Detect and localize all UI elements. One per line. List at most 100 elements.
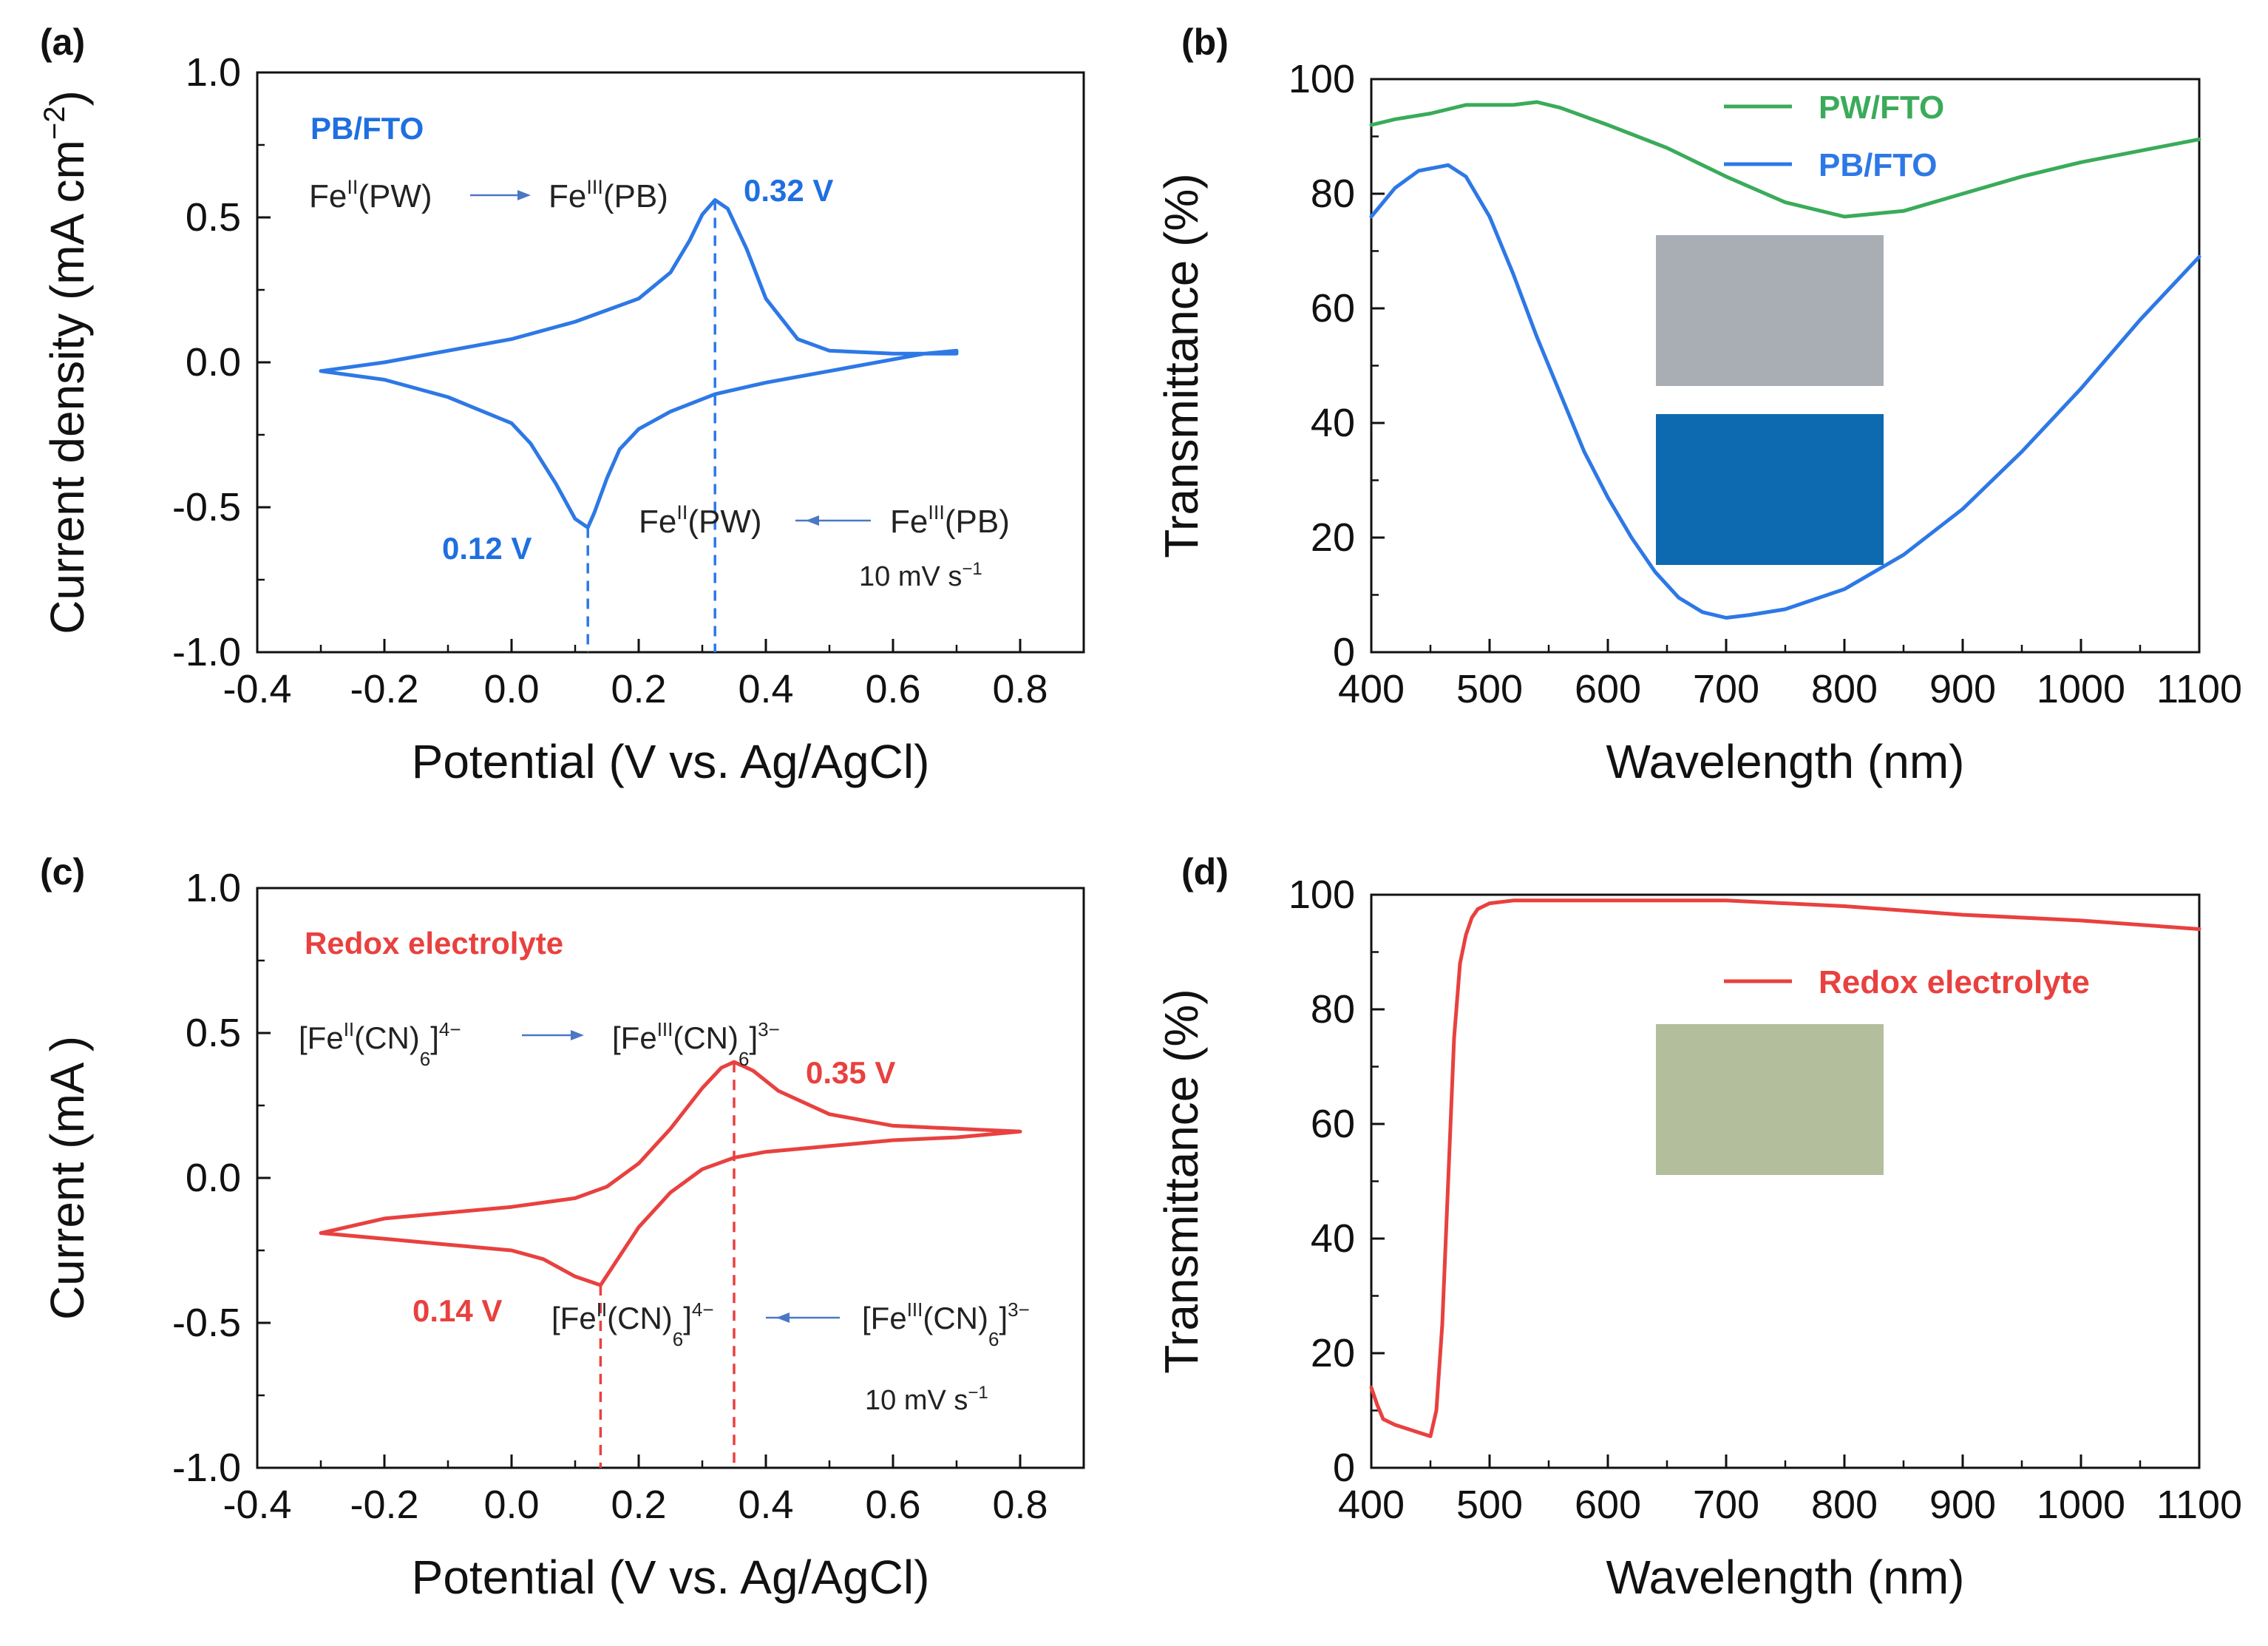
- y-tick-label: 0: [1333, 630, 1355, 674]
- x-tick-label: 0.6: [865, 1483, 920, 1527]
- y-tick-label: 40: [1311, 1216, 1355, 1261]
- x-tick-label: 700: [1693, 667, 1759, 711]
- series-line: [1369, 163, 2201, 620]
- panel-label: (a): [40, 21, 85, 63]
- annotation-reduction-to: [FeII(CN)6]4−: [551, 1298, 714, 1350]
- y-tick-label: -1.0: [172, 1446, 241, 1490]
- annotation-peak-red: 0.12 V: [442, 531, 532, 566]
- panel-b: (b) 400 500 600 700 800 900 1000 1100 0 20 40 60 80 10…: [1155, 21, 2242, 788]
- y-tick-label: 80: [1311, 987, 1355, 1032]
- arrow-head: [776, 1313, 790, 1323]
- annotation-oxidation-to: FeIII(PB): [549, 176, 668, 214]
- arrow-oxidation: [470, 190, 531, 200]
- panel-a: (a) -0.4 -0.2 0.0 0.2 0.4 0.6 0.8 -1.0 -0.5 0.0 0.5…: [38, 21, 1085, 788]
- x-tick-label: 400: [1338, 1483, 1405, 1527]
- plot-frame: [256, 887, 1085, 1469]
- x-tick-label: 0.8: [992, 1483, 1048, 1527]
- inset-sample-photo: [1656, 235, 1884, 386]
- panel-label: (c): [40, 851, 85, 893]
- annotation-peak-red: 0.14 V: [412, 1293, 502, 1328]
- y-tick-label: 80: [1311, 172, 1355, 216]
- y-tick-label: 60: [1311, 286, 1355, 331]
- legend-label: Redox electrolyte: [1819, 964, 2090, 1000]
- x-axis-label: Potential (V vs. Ag/AgCl): [412, 735, 930, 788]
- x-tick-label: 800: [1811, 667, 1878, 711]
- y-tick-label: 100: [1289, 873, 1355, 917]
- x-tick-label: 800: [1811, 1483, 1878, 1527]
- legend-label: PB/FTO: [1819, 147, 1938, 183]
- x-axis-label: Potential (V vs. Ag/AgCl): [412, 1551, 930, 1604]
- y-tick-label: 0.0: [186, 1156, 241, 1200]
- annotation-reduction-to: FeII(PW): [639, 501, 762, 540]
- x-tick-label: 0.4: [738, 667, 793, 711]
- series-line: [319, 198, 959, 529]
- y-tick-label: 0: [1333, 1446, 1355, 1490]
- x-tick-label: 500: [1456, 667, 1523, 711]
- y-tick-label: 0.0: [186, 340, 241, 385]
- legend-label: Redox electrolyte: [305, 926, 563, 961]
- x-tick-label: 0.8: [992, 667, 1048, 711]
- arrow-reduction: [766, 1313, 840, 1323]
- x-tick-label: 0.0: [483, 667, 539, 711]
- arrow-head: [517, 190, 531, 200]
- annotation-oxidation-from: [FeII(CN)6]4−: [299, 1018, 461, 1070]
- x-tick-label: 1100: [2156, 667, 2242, 711]
- x-axis-label: Wavelength (nm): [1606, 735, 1965, 788]
- annotation-oxidation-to: [FeIII(CN)6]3−: [612, 1018, 780, 1070]
- annotation-reduction-from: [FeIII(CN)6]3−: [862, 1298, 1030, 1350]
- annotation-oxidation-from: FeII(PW): [309, 176, 432, 214]
- x-tick-label: 600: [1575, 667, 1641, 711]
- x-tick-label: 600: [1575, 1483, 1641, 1527]
- panel-d: (d) 400 500 600 700 800 900 1000 1100 0 20 40 60 80 10…: [1155, 851, 2242, 1604]
- y-tick-label: 20: [1311, 1331, 1355, 1375]
- y-tick-label: 60: [1311, 1102, 1355, 1146]
- annotation-scan-rate: 10 mV s−1: [859, 559, 982, 592]
- x-tick-label: -0.2: [350, 667, 418, 711]
- x-tick-label: 1100: [2156, 1483, 2242, 1527]
- y-tick-label: 40: [1311, 401, 1355, 445]
- series-line: [1369, 898, 2201, 1438]
- y-axis-label: Current (mA ): [41, 1036, 94, 1320]
- x-tick-label: 700: [1693, 1483, 1759, 1527]
- y-tick-label: -0.5: [172, 1301, 241, 1345]
- panel-label: (d): [1181, 851, 1229, 893]
- annotation-peak-ox: 0.32 V: [744, 173, 833, 208]
- legend-label: PB/FTO: [310, 111, 424, 146]
- arrow-head: [571, 1030, 584, 1040]
- inset-sample-photo: [1656, 1024, 1884, 1175]
- annotation-reduction-from: FeIII(PB): [890, 501, 1010, 540]
- x-tick-label: 0.2: [611, 667, 666, 711]
- legend-label: PW/FTO: [1819, 89, 1944, 126]
- x-tick-label: 400: [1338, 667, 1405, 711]
- x-axis-label: Wavelength (nm): [1606, 1551, 1965, 1604]
- panel-c: (c) -0.4 -0.2 0.0 0.2 0.4 0.6 0.8 -1.0 -0.5 0.0 0.5…: [40, 851, 1085, 1604]
- x-tick-label: -0.4: [223, 667, 291, 711]
- y-tick-label: 100: [1289, 57, 1355, 101]
- y-tick-label: 20: [1311, 515, 1355, 560]
- panel-label: (b): [1181, 21, 1229, 63]
- x-tick-label: 1000: [2037, 1483, 2125, 1527]
- y-axis-label: Transmittance (%): [1155, 173, 1208, 558]
- x-tick-label: -0.2: [350, 1483, 418, 1527]
- series-line: [1369, 100, 2201, 219]
- y-axis-label: Transmittance (%): [1155, 989, 1208, 1373]
- x-tick-label: -0.4: [223, 1483, 291, 1527]
- annotation-scan-rate: 10 mV s−1: [865, 1383, 988, 1416]
- series-line: [319, 1060, 1022, 1287]
- y-tick-label: 1.0: [186, 866, 241, 910]
- x-tick-label: 1000: [2037, 667, 2125, 711]
- y-axis-label: Current density (mA cm−2): [38, 90, 94, 634]
- x-tick-label: 0.6: [865, 667, 920, 711]
- arrow-head: [806, 515, 819, 526]
- y-tick-label: -0.5: [172, 485, 241, 529]
- x-tick-label: 0.0: [483, 1483, 539, 1527]
- x-tick-label: 900: [1929, 1483, 1996, 1527]
- arrow-oxidation: [522, 1030, 584, 1040]
- x-tick-label: 500: [1456, 1483, 1523, 1527]
- y-tick-label: 0.5: [186, 195, 241, 240]
- x-tick-label: 900: [1929, 667, 1996, 711]
- x-tick-label: 0.2: [611, 1483, 666, 1527]
- arrow-reduction: [795, 515, 871, 526]
- y-tick-label: 1.0: [186, 50, 241, 95]
- y-tick-label: -1.0: [172, 630, 241, 674]
